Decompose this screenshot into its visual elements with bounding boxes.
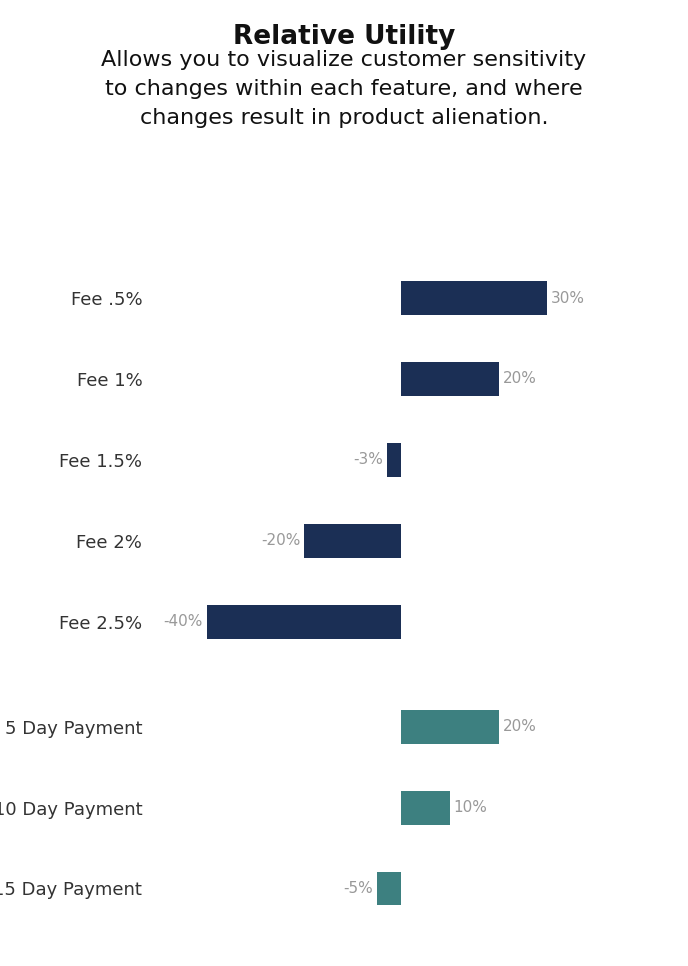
Text: 30%: 30% [551,291,585,305]
Text: Allows you to visualize customer sensitivity
to changes within each feature, and: Allows you to visualize customer sensiti… [101,50,587,128]
Text: -5%: -5% [343,881,373,896]
Bar [377,871,401,905]
Text: -40%: -40% [164,614,203,629]
Bar [401,790,450,825]
Text: 10%: 10% [454,800,488,815]
Text: Relative Utility: Relative Utility [233,24,455,50]
Bar [304,524,401,557]
Bar [387,442,401,477]
Text: -3%: -3% [353,452,383,468]
Bar [207,605,401,639]
Text: 20%: 20% [502,720,536,734]
Bar [401,710,499,744]
Text: 20%: 20% [502,372,536,386]
Bar [401,281,547,315]
Bar [401,362,499,396]
Text: -20%: -20% [261,533,300,549]
